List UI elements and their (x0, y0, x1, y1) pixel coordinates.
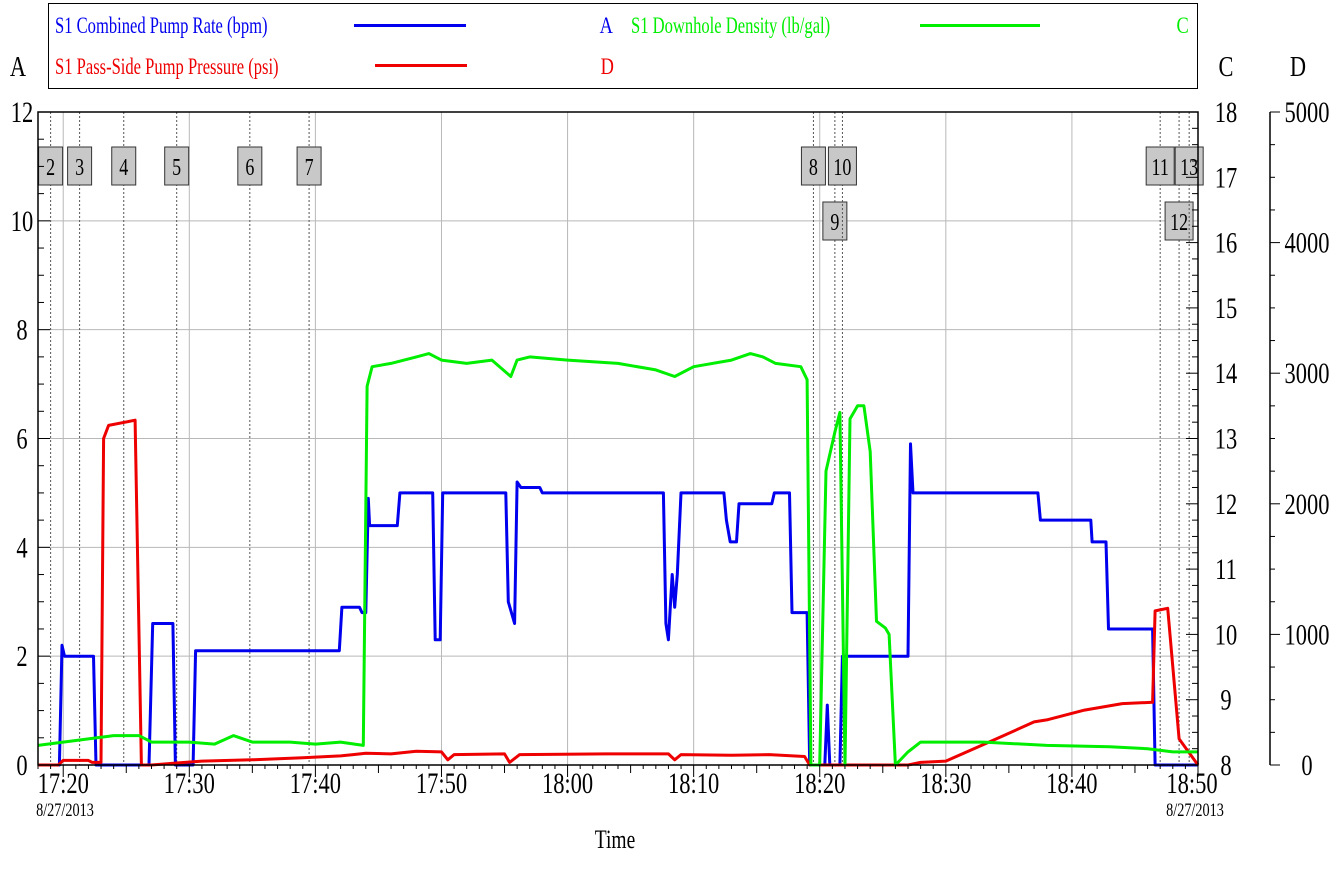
legend-label-pump-rate: S1 Combined Pump Rate (bpm) (55, 13, 268, 38)
axis-d-tick-label: 2000 (1285, 487, 1330, 521)
axes-frame (37, 111, 1280, 777)
x-axis-tick-label: 18:30 (920, 766, 971, 800)
series-line-2 (37, 352, 1198, 767)
event-marker-label: 4 (119, 154, 128, 181)
axis-c-tick-label: 8 (1220, 748, 1231, 782)
legend-swatch-pressure (375, 64, 467, 67)
event-marker-box (164, 146, 190, 186)
legend-axis-tag-density: C (1176, 13, 1189, 38)
axis-a-tick-label: 2 (16, 639, 27, 673)
event-marker-box (296, 146, 322, 186)
axis-a-tick-label: 8 (16, 313, 27, 347)
event-marker-box (1164, 201, 1194, 241)
axis-c-tick-label: 12 (1215, 487, 1237, 521)
legend: S1 Combined Pump Rate (bpm) A S1 Pass-Si… (48, 3, 1198, 89)
event-marker-label: 9 (830, 209, 839, 236)
series-line-0 (38, 442, 1198, 767)
axis-c-tick-label: 15 (1215, 291, 1237, 325)
event-marker-label: 3 (75, 154, 84, 181)
legend-swatch-density (920, 24, 1040, 27)
axis-c-tick-label: 9 (1220, 683, 1231, 717)
axis-d-tick-label: 0 (1301, 748, 1312, 782)
x-axis-tick-label: 18:00 (542, 766, 593, 800)
axis-c-tick-label: 18 (1215, 95, 1237, 129)
x-axis-tick-label: 18:10 (668, 766, 719, 800)
axis-a-tick-label: 0 (16, 748, 27, 782)
axis-a-tick-label: 10 (11, 204, 33, 238)
event-marker-label: 10 (833, 154, 851, 181)
date-right-label: 8/27/2013 (1166, 799, 1224, 820)
tick-labels: 0 2 4 6 8 10 12 8 9 10 11 12 13 14 15 16 17 18 0 1000 2000 30… (11, 95, 1330, 800)
grid-lines (38, 111, 1199, 766)
axis-d-tick-label: 1000 (1285, 617, 1330, 651)
legend-label-pressure: S1 Pass-Side Pump Pressure (psi) (55, 54, 279, 79)
x-axis-tick-label: 18:50 (1166, 766, 1217, 800)
event-marker-label: 2 (46, 154, 55, 181)
event-marker-box (237, 146, 263, 186)
event-marker-label: 7 (305, 154, 314, 181)
legend-swatch-pump-rate (354, 24, 466, 27)
x-axis-tick-label: 17:50 (416, 766, 467, 800)
x-axis-tick-label: 17:20 (38, 766, 89, 800)
event-marker-label: 8 (809, 154, 818, 181)
legend-axis-tag-pump-rate: A (599, 13, 613, 38)
axis-c-tick-label: 17 (1215, 160, 1237, 194)
axis-a-label: A (10, 52, 27, 83)
axis-c-tick-label: 10 (1215, 617, 1237, 651)
event-marker-box (67, 146, 93, 186)
date-left-label: 8/27/2013 (36, 799, 94, 820)
event-marker-label: 11 (1152, 154, 1169, 181)
x-axis-label: Time (595, 825, 635, 853)
x-axis-tick-label: 18:20 (794, 766, 845, 800)
axis-d-tick-label: 3000 (1285, 356, 1330, 390)
event-marker-label: 12 (1170, 209, 1188, 236)
legend-axis-tag-pressure: D (600, 54, 614, 79)
axis-a-tick-label: 4 (16, 530, 27, 564)
event-marker-label: 13 (1180, 154, 1198, 181)
axis-d-tick-label: 5000 (1285, 95, 1330, 129)
event-marker-box (800, 146, 826, 186)
axis-c-label: C (1219, 52, 1234, 83)
event-marker-box (111, 146, 137, 186)
axis-a-tick-label: 12 (11, 95, 33, 129)
x-axis-tick-label: 17:30 (164, 766, 215, 800)
x-axis-tick-label: 17:40 (290, 766, 341, 800)
axis-c-tick-label: 16 (1215, 225, 1237, 259)
axis-d-label: D (1290, 52, 1306, 83)
axis-c-tick-label: 13 (1215, 421, 1237, 455)
x-axis-tick-label: 18:40 (1046, 766, 1097, 800)
axis-c-tick-label: 14 (1215, 356, 1237, 390)
event-marker-box (827, 146, 857, 186)
event-marker-label: 5 (172, 154, 181, 181)
series-lines (37, 352, 1200, 767)
event-marker-box (1145, 146, 1175, 186)
series-line-1 (38, 418, 1200, 767)
event-marker-label: 6 (245, 154, 254, 181)
axis-a-tick-label: 6 (16, 421, 27, 455)
axis-d-tick-label: 4000 (1285, 225, 1330, 259)
axis-c-tick-label: 11 (1215, 552, 1237, 586)
legend-label-density: S1 Downhole Density (lb/gal) (631, 13, 831, 38)
